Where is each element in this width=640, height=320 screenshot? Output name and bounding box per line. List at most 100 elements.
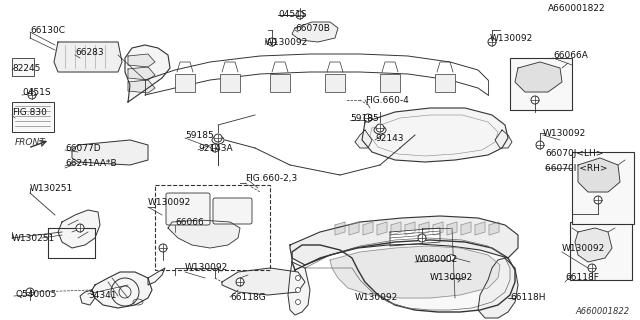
Text: FRONT: FRONT [15, 138, 45, 147]
Text: 82245: 82245 [12, 63, 40, 73]
Text: 66130C: 66130C [30, 26, 65, 35]
Polygon shape [447, 222, 457, 235]
Bar [12, 58, 34, 76]
Circle shape [296, 276, 301, 281]
Polygon shape [461, 222, 471, 235]
Bar [380, 74, 400, 92]
Bar [435, 74, 455, 92]
Circle shape [594, 196, 602, 204]
Circle shape [588, 264, 596, 272]
Bar [220, 74, 240, 92]
Polygon shape [290, 216, 518, 265]
Polygon shape [288, 262, 310, 315]
Text: 92143A: 92143A [198, 143, 232, 153]
Polygon shape [575, 228, 612, 262]
Circle shape [364, 114, 372, 122]
Circle shape [296, 300, 301, 305]
Polygon shape [335, 222, 345, 235]
Circle shape [418, 234, 426, 242]
Text: 66066: 66066 [175, 218, 204, 227]
Circle shape [268, 38, 276, 46]
Circle shape [28, 91, 36, 99]
Ellipse shape [374, 126, 386, 134]
Bar [510, 58, 572, 110]
Polygon shape [292, 240, 515, 312]
Circle shape [488, 38, 496, 46]
Text: 66070J<LH>: 66070J<LH> [545, 148, 604, 157]
Text: 59185: 59185 [350, 114, 379, 123]
Circle shape [76, 224, 84, 232]
Text: W130092: W130092 [148, 197, 191, 206]
Polygon shape [355, 130, 372, 148]
Bar [12, 102, 54, 132]
Text: W130092: W130092 [430, 274, 473, 283]
Polygon shape [330, 246, 500, 298]
Polygon shape [128, 54, 155, 67]
FancyBboxPatch shape [213, 198, 252, 224]
Polygon shape [478, 258, 518, 318]
Bar [325, 74, 345, 92]
Text: Q540005: Q540005 [15, 291, 56, 300]
Bar [175, 74, 195, 92]
Circle shape [211, 144, 219, 152]
Text: 34341: 34341 [88, 291, 116, 300]
Text: W130092: W130092 [490, 34, 533, 43]
Polygon shape [128, 67, 155, 80]
Text: FIG.830: FIG.830 [12, 108, 47, 116]
Polygon shape [92, 272, 152, 308]
Text: A660001822: A660001822 [548, 4, 605, 12]
Circle shape [26, 288, 34, 296]
Polygon shape [433, 222, 443, 235]
Text: W130092: W130092 [543, 129, 586, 138]
Text: FIG.660-2,3: FIG.660-2,3 [245, 173, 297, 182]
Circle shape [214, 134, 222, 142]
Polygon shape [515, 62, 562, 92]
Polygon shape [128, 80, 155, 93]
Ellipse shape [445, 255, 455, 261]
Text: 0451S: 0451S [22, 87, 51, 97]
Text: 66077D: 66077D [65, 143, 100, 153]
Polygon shape [222, 268, 305, 295]
Polygon shape [168, 220, 240, 248]
Polygon shape [489, 222, 499, 235]
Text: FIG.660-4: FIG.660-4 [365, 95, 409, 105]
Circle shape [296, 287, 301, 292]
Text: 92143: 92143 [375, 133, 403, 142]
Text: 59185: 59185 [185, 131, 214, 140]
Circle shape [531, 96, 539, 104]
Circle shape [159, 244, 167, 252]
Text: 66241AA*B: 66241AA*B [65, 158, 116, 167]
Text: W130092: W130092 [562, 244, 605, 252]
Polygon shape [495, 130, 512, 148]
Polygon shape [362, 108, 508, 162]
Circle shape [536, 141, 544, 149]
Polygon shape [390, 228, 440, 246]
FancyBboxPatch shape [166, 193, 210, 225]
Polygon shape [148, 268, 165, 285]
Text: W130092: W130092 [185, 263, 228, 273]
Text: 66070I <RH>: 66070I <RH> [545, 164, 607, 172]
Polygon shape [72, 140, 148, 165]
Polygon shape [475, 222, 485, 235]
Text: 66118G: 66118G [230, 293, 266, 302]
Ellipse shape [212, 136, 224, 144]
Bar [570, 222, 632, 280]
Polygon shape [405, 222, 415, 235]
Circle shape [236, 278, 244, 286]
Polygon shape [292, 22, 338, 42]
Polygon shape [54, 42, 122, 72]
Circle shape [296, 11, 304, 19]
Polygon shape [349, 222, 359, 235]
Polygon shape [363, 222, 373, 235]
Text: 66283: 66283 [75, 47, 104, 57]
Text: W080002: W080002 [415, 255, 458, 265]
Bar [572, 152, 634, 224]
Text: W130251: W130251 [12, 234, 55, 243]
Polygon shape [578, 158, 620, 192]
Text: 66066A: 66066A [553, 51, 588, 60]
Text: 66118H: 66118H [510, 293, 545, 302]
Polygon shape [391, 222, 401, 235]
Bar [270, 74, 290, 92]
Polygon shape [125, 45, 170, 102]
Text: A660001822: A660001822 [576, 308, 630, 316]
